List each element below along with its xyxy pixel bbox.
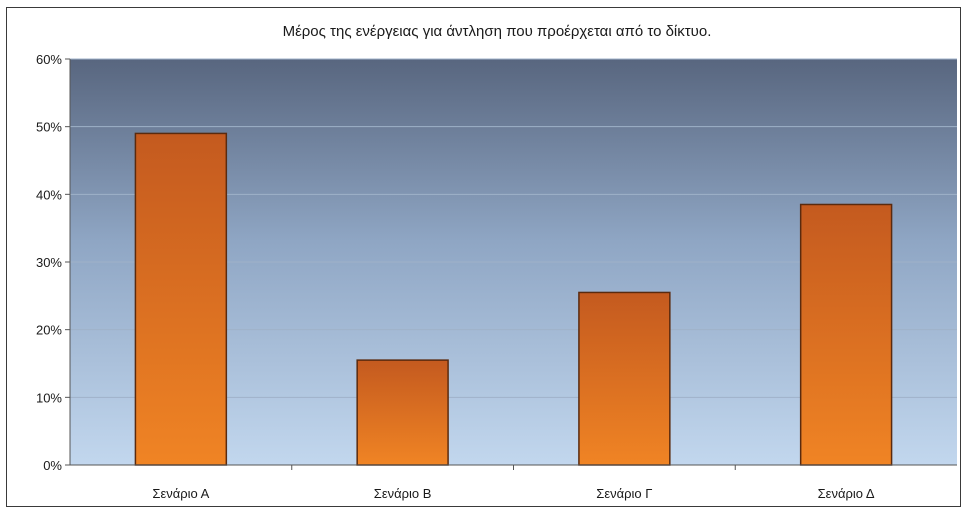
bar [356,359,449,466]
bar [134,132,228,466]
y-tick-label: 50% [36,120,62,135]
x-tick-label: Σενάριο Γ [596,486,652,501]
y-tick-label: 10% [36,390,62,405]
bars-group [134,132,893,466]
bar [578,291,671,466]
y-tick-label: 40% [36,187,62,202]
y-tick-label: 30% [36,255,62,270]
x-tick-label: Σενάριο Δ [818,486,875,501]
x-tick-label: Σενάριο Α [152,486,209,501]
y-axis: 0% 10% 20% 30% 40% 50% 60% [36,52,957,473]
chart-title: Μέρος της ενέργειας για άντληση που προέ… [283,23,712,40]
bar [799,203,893,466]
y-tick-label: 20% [36,323,62,338]
x-tick-label: Σενάριο Β [374,486,432,501]
x-axis: Σενάριο Α Σενάριο Β Σενάριο Γ Σενάριο Δ [152,465,875,501]
y-tick-label: 0% [43,458,62,473]
y-tick-label: 60% [36,52,62,67]
